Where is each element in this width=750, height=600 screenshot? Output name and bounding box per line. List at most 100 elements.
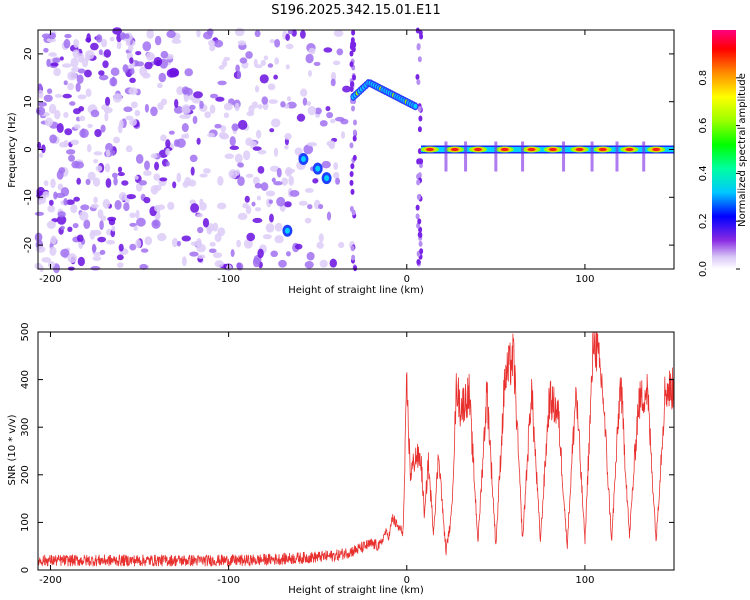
noise-speck: [130, 67, 135, 75]
noise-speck: [181, 123, 189, 133]
noise-speck: [121, 180, 129, 186]
noise-speck: [270, 165, 280, 172]
noise-speck: [257, 165, 265, 174]
cluster-core: [284, 227, 290, 234]
streak-speck: [418, 115, 423, 122]
noise-speck: [326, 140, 336, 147]
noise-speck: [209, 241, 216, 247]
noise-speck: [47, 88, 53, 94]
noise-speck: [77, 68, 86, 74]
noise-speck: [265, 190, 276, 197]
noise-speck: [140, 248, 149, 253]
streak-speck: [418, 240, 423, 247]
streak-speck: [350, 81, 355, 88]
noise-speck: [77, 53, 85, 63]
noise-speck: [143, 170, 152, 177]
noise-speck: [139, 263, 148, 270]
snr-y-tick-label: 300: [20, 418, 31, 437]
carrier-smudge: [494, 141, 498, 172]
noise-speck: [143, 196, 151, 204]
snr-frame: [37, 331, 675, 571]
noise-speck: [285, 251, 291, 257]
noise-speck: [326, 112, 334, 119]
noise-speck: [152, 220, 159, 227]
noise-speck: [174, 98, 179, 108]
noise-speck: [98, 70, 105, 76]
noise-speck: [111, 172, 118, 179]
noise-speck: [214, 260, 224, 268]
streak-speck: [353, 265, 358, 272]
noise-speck: [90, 203, 99, 209]
noise-speck: [41, 257, 52, 263]
noise-speck: [242, 202, 249, 209]
streak-speck: [349, 142, 354, 149]
noise-speck: [48, 52, 58, 57]
noise-speck: [284, 144, 289, 150]
carrier-peak-core: [652, 147, 661, 152]
noise-speck: [218, 65, 225, 70]
noise-speck: [190, 203, 200, 213]
noise-speck: [302, 97, 308, 106]
noise-speck: [257, 149, 267, 155]
colorbar-tick-label: 0.2: [698, 213, 709, 229]
noise-speck: [176, 172, 182, 183]
noise-speck: [265, 223, 275, 233]
carrier-smudge: [464, 141, 468, 172]
noise-speck: [90, 266, 101, 271]
noise-speck: [156, 233, 167, 242]
noise-speck: [284, 132, 292, 140]
noise-speck: [260, 59, 267, 66]
streak-speck: [352, 74, 357, 81]
noise-speck: [97, 236, 107, 243]
noise-speck: [229, 136, 236, 147]
noise-speck: [56, 122, 64, 133]
noise-speck: [135, 209, 140, 220]
noise-speck: [304, 217, 312, 224]
noise-speck: [50, 178, 56, 189]
noise-speck: [43, 94, 53, 102]
noise-speck: [197, 254, 206, 259]
noise-speck: [67, 253, 77, 264]
noise-speck: [269, 39, 276, 44]
carrier-peak-core: [450, 147, 459, 152]
noise-speck: [189, 251, 199, 257]
colorbar-tick-label: 0.6: [698, 118, 709, 134]
noise-speck: [130, 101, 138, 109]
streak-speck: [349, 205, 354, 212]
noise-speck: [333, 171, 340, 180]
noise-speck: [112, 27, 123, 35]
streak-speck: [419, 248, 424, 255]
snr-x-tick-label: -200: [39, 575, 62, 586]
noise-speck: [262, 234, 272, 240]
noise-speck: [109, 36, 115, 42]
noise-speck: [298, 200, 308, 206]
noise-speck: [77, 256, 85, 267]
carrier-peak-core: [527, 147, 536, 152]
noise-speck: [184, 133, 190, 139]
carrier-peak-core: [474, 147, 483, 152]
noise-speck: [286, 101, 297, 109]
noise-cloud: [34, 27, 424, 274]
noise-speck: [104, 163, 111, 173]
streak-speck: [419, 158, 424, 165]
chirp-arc: [350, 79, 419, 111]
noise-speck: [138, 180, 147, 186]
noise-speck: [183, 94, 189, 103]
noise-speck: [78, 115, 86, 122]
noise-speck: [273, 74, 278, 80]
streak-speck: [418, 232, 423, 239]
noise-speck: [166, 68, 176, 78]
noise-speck: [217, 175, 224, 186]
noise-speck: [67, 71, 78, 81]
noise-speck: [307, 105, 317, 116]
noise-speck: [196, 29, 201, 38]
noise-speck: [285, 166, 293, 177]
noise-speck: [35, 245, 46, 253]
streak-speck: [349, 179, 354, 186]
noise-speck: [62, 93, 72, 99]
noise-speck: [326, 211, 332, 221]
noise-speck: [35, 106, 46, 116]
noise-speck: [285, 43, 294, 50]
noise-speck: [212, 222, 219, 232]
